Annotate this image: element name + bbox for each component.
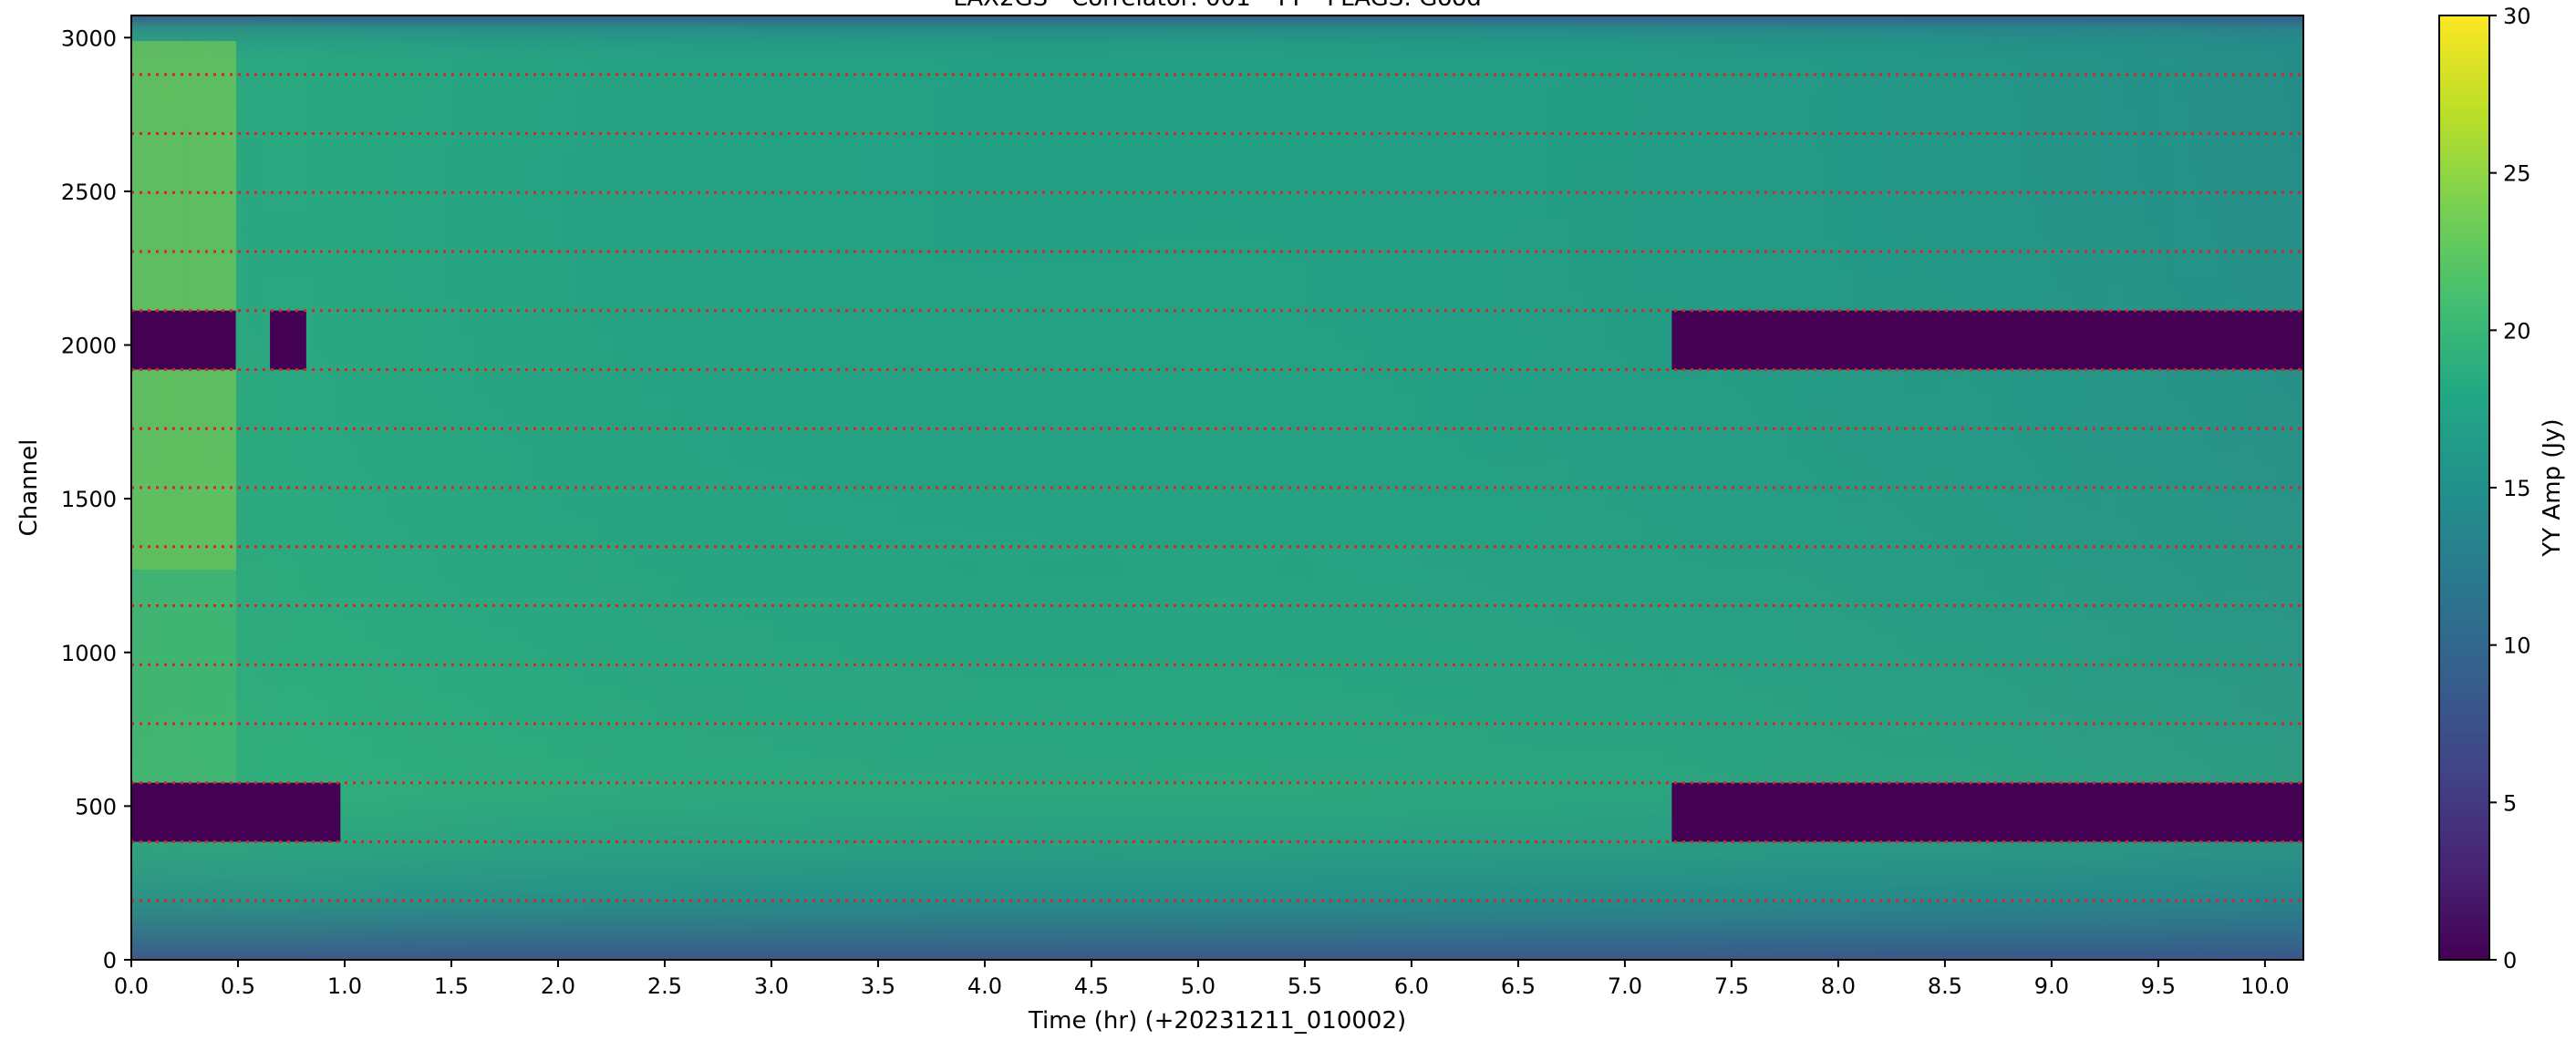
x-tick-label: 7.5 (1714, 973, 1749, 999)
plot-area (131, 15, 2303, 960)
x-tick-label: 6.0 (1394, 973, 1429, 999)
plot-frame (130, 15, 2304, 961)
x-tick-label: 0.5 (221, 973, 255, 999)
x-tick-label: 5.5 (1288, 973, 1322, 999)
x-tick-label: 4.5 (1074, 973, 1109, 999)
colorbar-tick-label: 10 (2503, 633, 2531, 659)
x-axis: 0.0 0.5 1.0 1.5 2.0 2.5 3.0 3.5 4.0 4.5 5.0 5.5 6.0 6… (114, 960, 2290, 999)
colorbar: 0 5 10 15 20 25 30 YY Amp (Jy) (2438, 4, 2566, 973)
colorbar-tick-label: 20 (2503, 318, 2531, 344)
y-tick-label: 3000 (61, 26, 117, 51)
x-tick-label: 3.0 (754, 973, 789, 999)
y-axis-label: Channel (16, 439, 43, 537)
x-tick-label: 8.0 (1821, 973, 1856, 999)
colorbar-ticks: 0 5 10 15 20 25 30 (2489, 4, 2531, 973)
flagged-block (131, 310, 236, 370)
y-tick-label: 1000 (61, 641, 117, 666)
colorbar-tick-label: 15 (2503, 476, 2531, 501)
x-tick-label: 10.0 (2240, 973, 2289, 999)
x-tick-label: 3.5 (861, 973, 895, 999)
x-tick-label: 1.5 (434, 973, 469, 999)
x-tick-label: 1.0 (327, 973, 362, 999)
colorbar-tick-label: 5 (2503, 790, 2517, 816)
x-tick-label: 4.0 (967, 973, 1002, 999)
y-tick-label: 0 (103, 948, 117, 973)
x-tick-label: 9.5 (2141, 973, 2176, 999)
x-tick-label: 6.5 (1501, 973, 1536, 999)
x-tick-label: 2.0 (541, 973, 575, 999)
flagged-block (1671, 782, 2303, 842)
y-tick-label: 2000 (61, 334, 117, 359)
x-tick-label: 7.0 (1608, 973, 1642, 999)
x-axis-label: Time (hr) (+20231211_010002) (1028, 1007, 1406, 1035)
flagged-block (131, 782, 341, 842)
colorbar-label: YY Amp (Jy) (2539, 418, 2566, 557)
colorbar-gradient (2438, 15, 2490, 961)
x-tick-label: 9.0 (2034, 973, 2069, 999)
flagged-block (1671, 310, 2303, 370)
x-tick-label: 0.0 (114, 973, 149, 999)
x-tick-label: 2.5 (647, 973, 682, 999)
y-tick-label: 500 (75, 794, 117, 819)
heatmap-early-bright-region (131, 41, 236, 570)
y-tick-label: 1500 (61, 487, 117, 512)
x-tick-label: 5.0 (1181, 973, 1216, 999)
x-tick-label: 8.5 (1928, 973, 1962, 999)
y-axis: 0 500 1000 1500 2000 2500 3000 (61, 26, 131, 973)
heatmap-early-bright-region (131, 570, 236, 788)
flagged-block (270, 310, 306, 370)
coarse-channel-boundaries (131, 73, 2303, 960)
flagged-blocks (131, 310, 2303, 842)
colorbar-tick-label: 25 (2503, 161, 2531, 187)
colorbar-tick-label: 30 (2503, 4, 2531, 29)
y-tick-label: 2500 (61, 180, 117, 205)
chart-title: LAX2GS - Correlator: 001 - YY - FLAGS: G… (953, 0, 1481, 12)
colorbar-tick-label: 0 (2503, 948, 2517, 973)
